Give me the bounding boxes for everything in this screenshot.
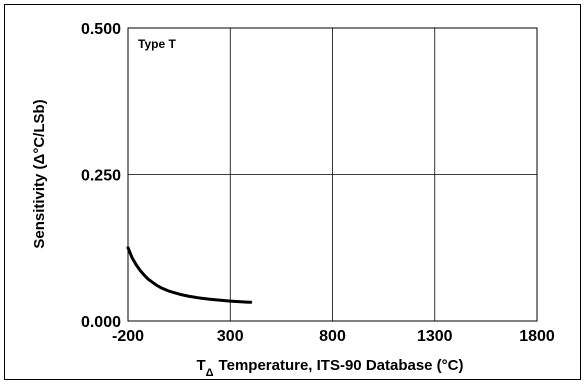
- x-tick-label: 300: [217, 328, 244, 345]
- x-tick-label: 1300: [417, 328, 453, 345]
- y-tick-label: 0.000: [81, 314, 121, 331]
- x-axis-symbol: T: [196, 357, 205, 374]
- y-tick-label: 0.250: [81, 168, 121, 185]
- x-axis-title: TΔ Temperature, ITS-90 Database (°C): [196, 357, 463, 379]
- x-tick-label: 1800: [519, 328, 555, 345]
- x-tick-labels: -200 300 800 1300 1800: [112, 328, 555, 345]
- series-layer: [126, 246, 253, 304]
- series-line: [126, 246, 253, 304]
- x-tick-label: 800: [319, 328, 346, 345]
- plot-area: [127, 27, 538, 322]
- x-tick-label: -200: [112, 328, 144, 345]
- x-axis-label: Temperature, ITS-90 Database (°C): [219, 357, 464, 374]
- grid-lines: [128, 28, 537, 321]
- chart-annotation: Type T: [138, 37, 176, 51]
- y-tick-labels: 0.000 0.250 0.500: [81, 21, 121, 331]
- x-axis-subscript: Δ: [206, 367, 214, 379]
- y-tick-label: 0.500: [81, 21, 121, 38]
- y-axis-title: Sensitivity (Δ°C/LSb): [31, 99, 48, 248]
- chart-frame: [4, 4, 581, 380]
